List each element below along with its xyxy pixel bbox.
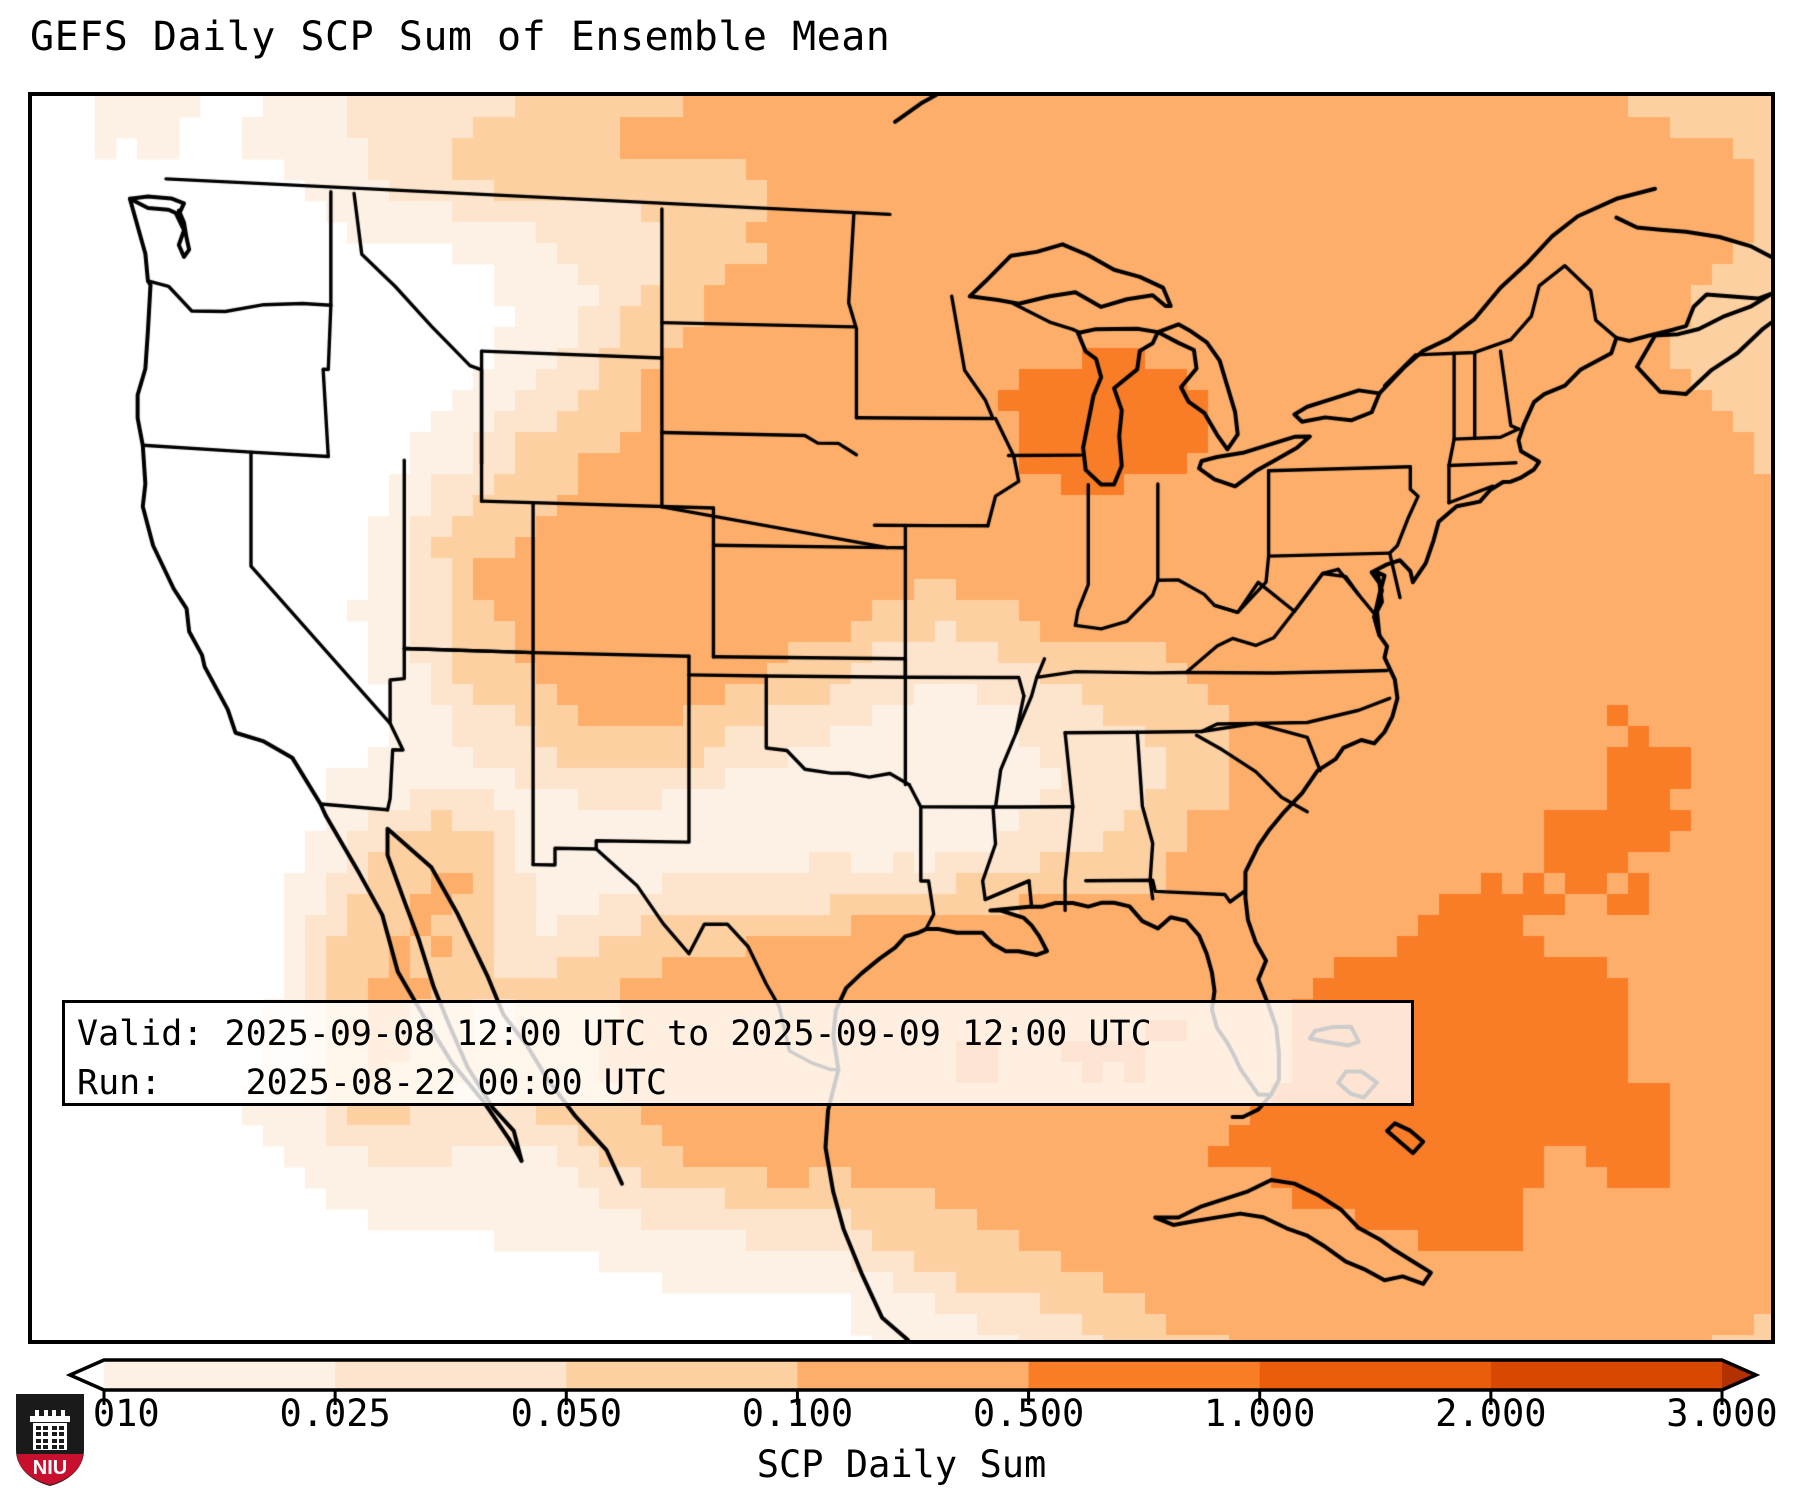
colorbar-band xyxy=(566,1360,799,1390)
colorbar-tick-label: 0.050 xyxy=(510,1392,622,1435)
colorbar-tick-label: 0.100 xyxy=(741,1392,854,1435)
colorbar-tick-label: 1.000 xyxy=(1204,1392,1316,1435)
colorbar-tick-labels: 0.010 0.025 0.050 0.100 0.500 1.000 2.000 3.000 xyxy=(0,1392,1803,1438)
colorbar-bands xyxy=(70,1360,1756,1390)
colorbar-band xyxy=(104,1360,336,1390)
colorbar xyxy=(28,1352,1775,1412)
colorbar-band xyxy=(797,1360,1030,1390)
colorbar-svg xyxy=(65,1358,1761,1405)
colorbar-band xyxy=(335,1360,567,1390)
colorbar-ticks xyxy=(102,1390,1724,1405)
niu-logo-text: NIU xyxy=(33,1457,67,1479)
colorbar-tick-label: 3.000 xyxy=(1666,1392,1778,1435)
colorbar-tick-label: 2.000 xyxy=(1435,1392,1547,1435)
page-title: GEFS Daily SCP Sum of Ensemble Mean xyxy=(30,14,891,60)
colorbar-band xyxy=(1259,1360,1492,1390)
colorbar-band xyxy=(1028,1360,1261,1390)
niu-logo: NIU xyxy=(16,1394,84,1486)
colorbar-band xyxy=(1490,1360,1723,1390)
colorbar-tick-label: 0.025 xyxy=(279,1392,391,1435)
valid-run-info-box: Valid: 2025-09-08 12:00 UTC to 2025-09-0… xyxy=(62,1000,1414,1106)
run-time-line: Run: 2025-08-22 00:00 UTC xyxy=(77,1063,668,1103)
colorbar-axis-label: SCP Daily Sum xyxy=(756,1443,1047,1486)
map-raster xyxy=(32,96,1771,1340)
valid-time-line: Valid: 2025-09-08 12:00 UTC to 2025-09-0… xyxy=(77,1014,1152,1054)
map-panel xyxy=(28,92,1775,1344)
colorbar-tick-label: 0.500 xyxy=(972,1392,1085,1435)
